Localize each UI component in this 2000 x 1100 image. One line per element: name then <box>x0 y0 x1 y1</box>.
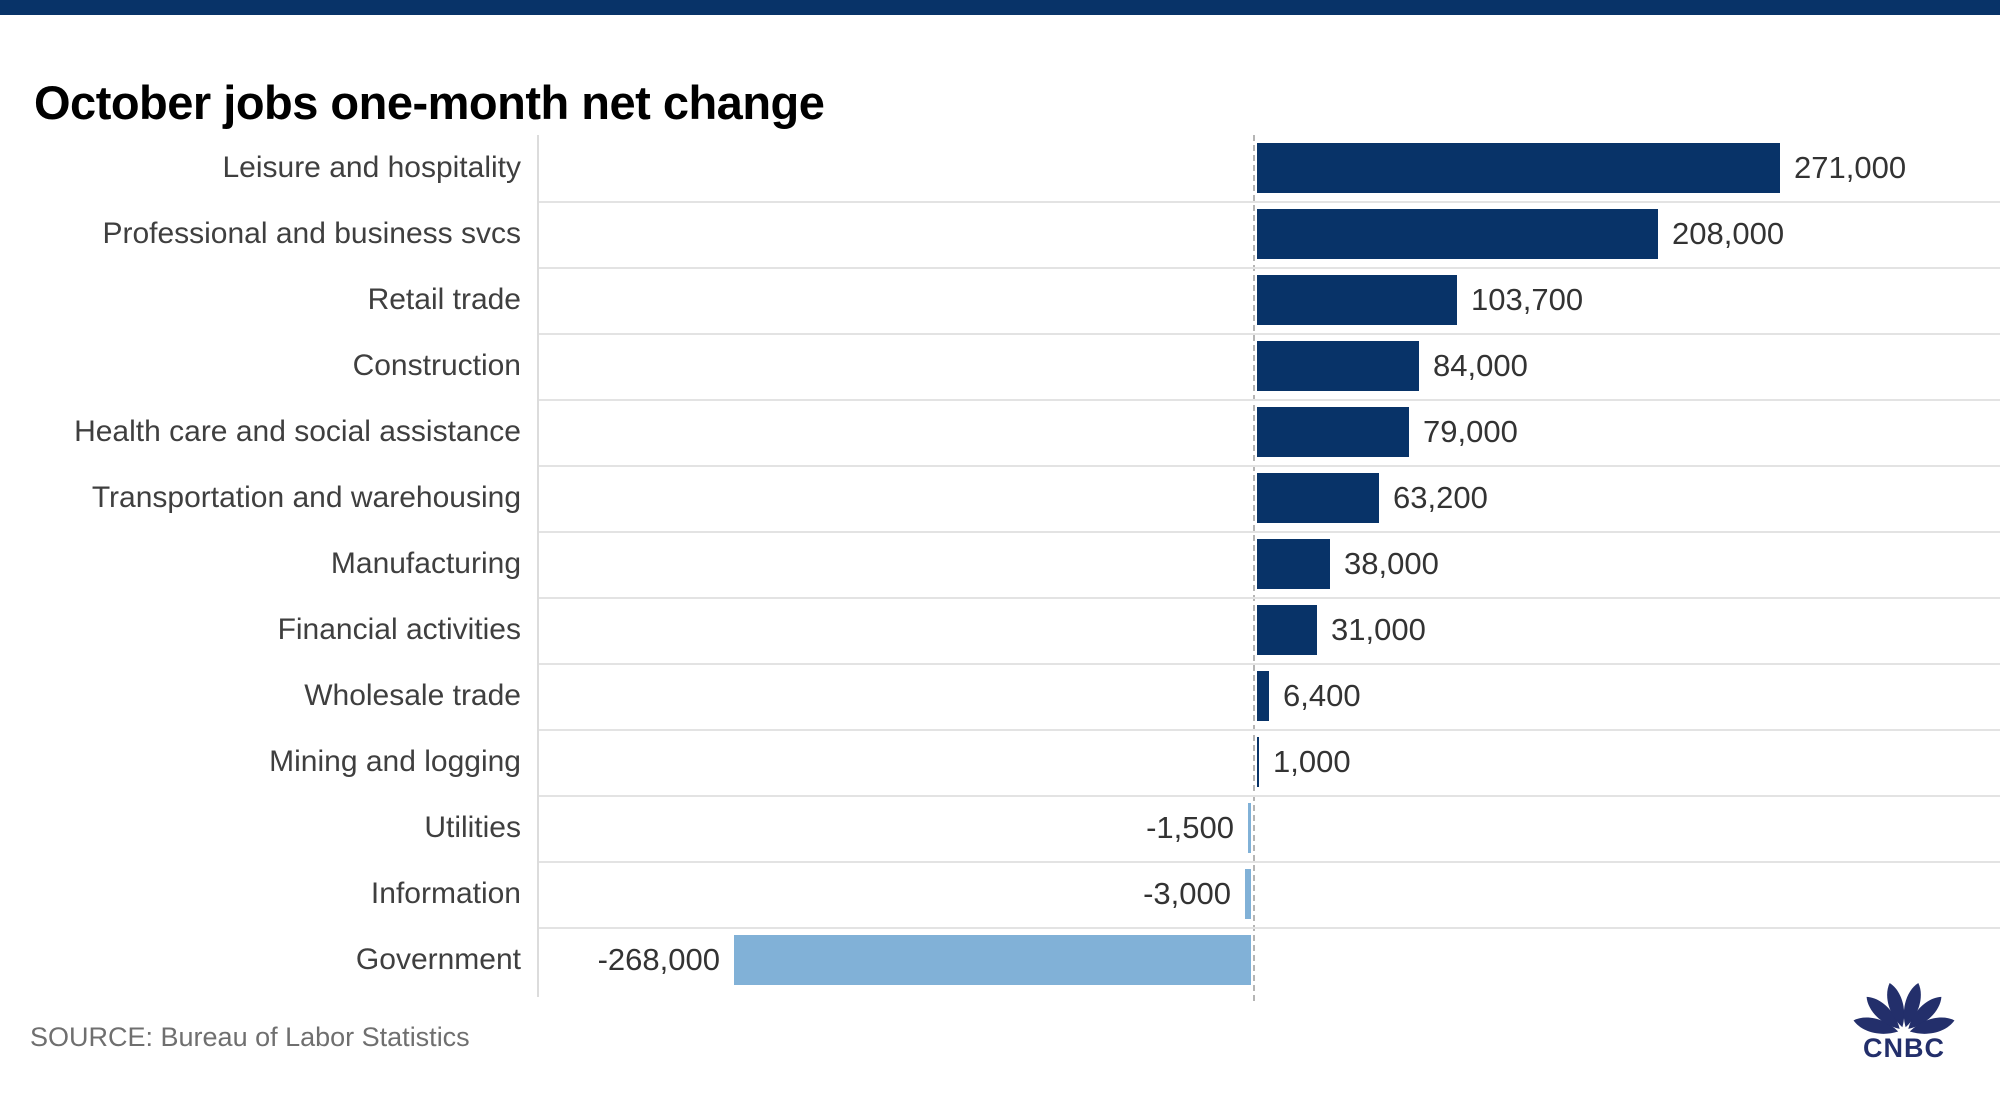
row-gridline <box>539 399 2000 401</box>
top-accent-bar <box>0 0 2000 15</box>
peacock-feather <box>1853 1017 1899 1034</box>
bar-positive <box>1257 407 1409 457</box>
category-label: Transportation and warehousing <box>91 481 521 514</box>
row-gridline <box>539 927 2000 929</box>
category-label: Leisure and hospitality <box>222 151 521 184</box>
category-labels: Leisure and hospitality Professional and … <box>0 135 521 993</box>
value-label: 208,000 <box>1672 216 1785 251</box>
bar-positive <box>1257 143 1780 193</box>
value-label: -1,500 <box>1146 810 1234 845</box>
bar-positive <box>1257 473 1379 523</box>
bar-positive <box>1257 275 1457 325</box>
peacock-feather <box>1887 983 1905 1028</box>
cnbc-peacock-icon: CNBC <box>1853 983 1955 1062</box>
peacock-feather <box>1866 996 1900 1029</box>
row-gridline <box>539 267 2000 269</box>
value-label: 79,000 <box>1423 414 1518 449</box>
zero-axis-line <box>1253 135 1255 1001</box>
category-label: Wholesale trade <box>304 679 521 712</box>
value-label: 63,200 <box>1393 480 1488 515</box>
bar-positive <box>1257 671 1269 721</box>
peacock-feather <box>1908 996 1942 1029</box>
bar-negative <box>1248 803 1251 853</box>
row-gridline <box>539 531 2000 533</box>
bar-chart: Leisure and hospitality Professional and … <box>0 135 2000 1001</box>
value-label: -3,000 <box>1143 876 1231 911</box>
value-label: 103,700 <box>1471 282 1584 317</box>
bar-positive <box>1257 341 1419 391</box>
plot-area: 271,000 208,000 103,700 84,000 79,000 63,200 3… <box>537 135 2000 1001</box>
row-gridline <box>539 597 2000 599</box>
source-note: SOURCE: Bureau of Labor Statistics <box>30 1022 470 1052</box>
row-gridline <box>539 333 2000 335</box>
category-label: Health care and social assistance <box>74 415 521 448</box>
value-label: 271,000 <box>1794 150 1907 185</box>
category-label: Mining and logging <box>269 745 521 778</box>
cnbc-logo: CNBC <box>1848 976 1960 1062</box>
bar-positive <box>1257 737 1259 787</box>
category-label: Utilities <box>424 811 521 844</box>
cnbc-wordmark: CNBC <box>1863 1033 1945 1062</box>
peacock-feathers <box>1853 983 1955 1034</box>
peacock-feather <box>1903 983 1921 1028</box>
category-label: Information <box>370 877 521 910</box>
category-label: Government <box>355 943 521 976</box>
peacock-feather <box>1909 1017 1955 1034</box>
row-gridline <box>539 795 2000 797</box>
category-label: Financial activities <box>277 613 521 646</box>
page-title: October jobs one-month net change <box>34 76 825 130</box>
value-label: 38,000 <box>1344 546 1439 581</box>
category-label: Construction <box>352 349 521 382</box>
category-label: Manufacturing <box>330 547 521 580</box>
row-gridline <box>539 729 2000 731</box>
row-gridline <box>539 861 2000 863</box>
value-label: -268,000 <box>597 942 720 977</box>
bar-positive <box>1257 209 1658 259</box>
value-label: 6,400 <box>1283 678 1361 713</box>
bar-negative <box>734 935 1251 985</box>
value-label: 84,000 <box>1433 348 1528 383</box>
value-label: 1,000 <box>1273 744 1351 779</box>
row-gridline <box>539 201 2000 203</box>
bar-positive <box>1257 539 1330 589</box>
row-gridline <box>539 465 2000 467</box>
value-label: 31,000 <box>1331 612 1426 647</box>
bar-negative <box>1245 869 1251 919</box>
row-gridline <box>539 663 2000 665</box>
category-label: Retail trade <box>367 283 521 316</box>
category-label: Professional and business svcs <box>102 217 521 250</box>
bar-positive <box>1257 605 1317 655</box>
